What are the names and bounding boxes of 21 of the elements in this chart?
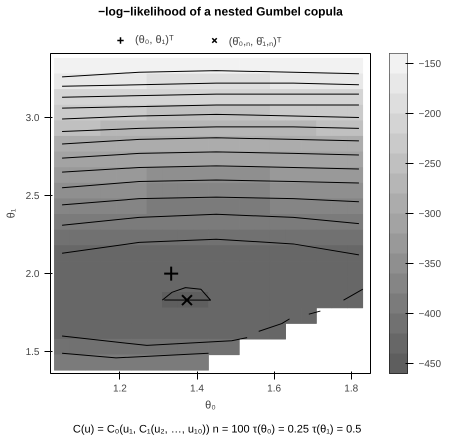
color-bar-label: −350 [418,259,442,270]
legend-label: (θ₀, θ₁)ᵀ [135,33,174,48]
y-tick-label: 3.0 [26,113,40,124]
color-bar-label: −300 [418,209,442,220]
y-tick-label: 2.5 [26,191,40,202]
y-tick-label: 2.0 [26,269,40,280]
color-bar-label: −450 [418,359,442,370]
x-tick-label: 1.8 [344,384,359,394]
color-bar-label: −150 [418,59,442,70]
text: C(u) = C₀(u₁, C₁(u₂, …, u₁₀)) n = 100 τ(θ₀) = 0.25 τ(θ₁) = 0.5 [72,424,362,436]
color-bar-label: −400 [418,309,442,320]
x-tick-label: 1.4 [190,384,204,394]
chart-title: −log−likelihood of a nested Gumbel copula [98,4,344,18]
x-tick-label: 1.2 [112,384,128,394]
x-axis-title: θ₀ [205,400,216,412]
x-tick-label: 1.6 [267,384,282,394]
legend-label: (θ̂₀,ₙ, θ̂₁,ₙ)ᵀ [228,34,282,48]
color-bar-label: −250 [418,159,442,170]
y-tick-label: 1.5 [26,347,40,358]
y-axis-title: θ₁ [6,208,18,218]
color-bar-label: −200 [418,109,442,120]
